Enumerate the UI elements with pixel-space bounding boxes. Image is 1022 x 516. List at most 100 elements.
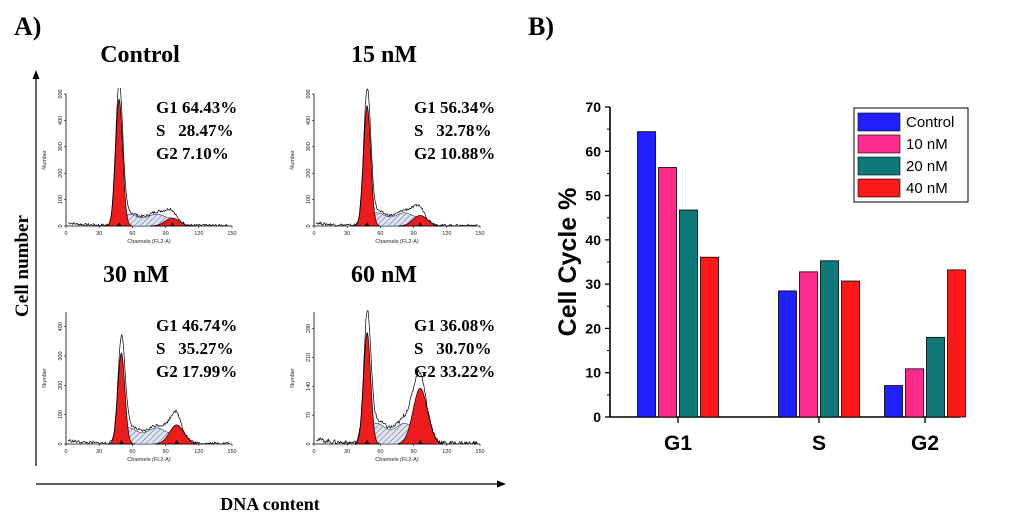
- panel-a-axes: [32, 70, 506, 488]
- histogram-peak-marker: [174, 440, 179, 444]
- bar-chart-y-label: Cell Cycle %: [554, 188, 582, 337]
- histogram-y-tick-label: 200: [58, 169, 64, 178]
- histogram-stats-30nm: G1 46.74% S 35.27% G2 17.99%: [156, 314, 237, 383]
- histogram-raw-outline: [316, 310, 478, 446]
- bar-chart-x-tick-label: G2: [911, 432, 939, 455]
- histogram-y-tick-label: 0: [306, 442, 312, 445]
- histogram-x-tick-label: 30: [344, 449, 350, 455]
- histogram-y-tick-label: 300: [58, 142, 64, 151]
- stat-s: S 28.47%: [156, 121, 234, 140]
- histogram-x-tick-label: 120: [194, 449, 203, 455]
- histogram-15nm: 0 30 60 90 120 150 0 100 200 300 400 500 Channels (F…: [290, 88, 485, 245]
- histogram-y-label: Number: [42, 368, 48, 388]
- histogram-y-label: Number: [290, 150, 296, 170]
- panel-a-x-axis-title: DNA content: [220, 494, 320, 514]
- bar-chart-y-tick-label: 0: [593, 409, 601, 425]
- histogram-x-tick-label: 150: [475, 231, 484, 237]
- histogram-x-label: Channels (FL2-A): [127, 457, 171, 463]
- histogram-g2-peak: [154, 424, 200, 445]
- histogram-stats-15nm: G1 56.34% S 32.78% G2 10.88%: [414, 96, 495, 165]
- histogram-y-tick-label: 400: [58, 116, 64, 125]
- bar-s-40-nm: [841, 280, 860, 418]
- histogram-x-tick-label: 150: [227, 449, 236, 455]
- histogram-x-tick-label: 90: [163, 231, 169, 237]
- histogram-x-tick-label: 60: [129, 231, 135, 237]
- histogram-y-tick-label: 0: [58, 224, 64, 227]
- bar-chart-x-tick-label: S: [812, 432, 826, 455]
- panel-a-y-axis-title: Cell number: [12, 215, 33, 317]
- histogram-peak-marker: [116, 222, 122, 226]
- histogram-stats-control: G1 64.43% S 28.47% G2 7.10%: [156, 96, 237, 165]
- histogram-peak-marker: [364, 440, 370, 444]
- histogram-x-tick-label: 120: [442, 231, 451, 237]
- bar-chart: 0 10 20 30 40 50 60 70 Cell Cycle % G1 S G2 Control 1…: [554, 99, 969, 455]
- histogram-x-tick-label: 60: [377, 231, 383, 237]
- bar-chart-x-tick-label: G1: [664, 432, 692, 455]
- histogram-y-tick-label: 400: [58, 322, 64, 331]
- histogram-x-tick-label: 90: [411, 449, 417, 455]
- histogram-y-tick-label: 500: [58, 89, 64, 98]
- bar-g2-10-nm: [905, 368, 924, 418]
- panel-b-label: B): [528, 12, 554, 41]
- histogram-30nm: 0 30 60 90 120 150 0 100 200 300 400 Channels (FL2-…: [42, 312, 237, 463]
- stat-g1: G1 64.43%: [156, 98, 238, 117]
- bar-g2-40-nm: [947, 269, 966, 418]
- histogram-60nm: 0 30 60 90 120 150 0 70 140 210 280 Channels (FL2-A…: [290, 310, 485, 463]
- histogram-y-tick-label: 200: [306, 169, 312, 178]
- histogram-y-tick-label: 100: [306, 195, 312, 204]
- bar-s-20-nm: [820, 260, 839, 418]
- histogram-y-tick-label: 210: [306, 353, 312, 362]
- bar-chart-y-tick-label: 30: [585, 276, 601, 292]
- stat-g2: G2 17.99%: [156, 362, 238, 381]
- histogram-x-tick-label: 30: [96, 449, 102, 455]
- histogram-title-30nm: 30 nM: [103, 262, 169, 288]
- histogram-x-label: Channels (FL2-A): [375, 239, 419, 245]
- histogram-x-tick-label: 90: [163, 449, 169, 455]
- bar-g1-control: [637, 131, 656, 418]
- histogram-x-tick-label: 30: [344, 231, 350, 237]
- legend-entry: 20 nM: [906, 158, 948, 175]
- histogram-x-tick-label: 90: [411, 231, 417, 237]
- histogram-raw-outline: [315, 88, 478, 227]
- bar-chart-y-tick-label: 50: [585, 188, 601, 204]
- histogram-y-tick-label: 100: [58, 410, 64, 419]
- stat-s: S 32.78%: [414, 121, 492, 140]
- histogram-y-label: Number: [290, 368, 296, 388]
- histogram-stats-60nm: G1 36.08% S 30.70% G2 33.22%: [414, 314, 495, 383]
- bar-g1-20-nm: [679, 209, 698, 418]
- histogram-y-tick-label: 280: [306, 324, 312, 333]
- legend-swatch: [857, 134, 901, 154]
- bar-g2-20-nm: [926, 336, 945, 418]
- histogram-x-tick-label: 150: [227, 231, 236, 237]
- panel-a-label: A): [14, 12, 42, 41]
- legend-swatch: [857, 178, 901, 198]
- legend-entry: 40 nM: [906, 180, 948, 197]
- histogram-raw-outline: [67, 334, 230, 445]
- histogram-x-tick-label: 0: [64, 231, 67, 237]
- stat-g1: G1 46.74%: [156, 316, 238, 335]
- histogram-peak-marker: [418, 222, 423, 226]
- histogram-peak-marker: [364, 222, 370, 226]
- histogram-y-tick-label: 400: [306, 116, 312, 125]
- stat-g1: G1 36.08%: [414, 316, 496, 335]
- histogram-y-tick-label: 100: [58, 195, 64, 204]
- stat-g2: G2 7.10%: [156, 144, 229, 163]
- histogram-y-tick-label: 300: [58, 351, 64, 360]
- histogram-g1-peak: [107, 352, 135, 445]
- histogram-y-tick-label: 70: [306, 412, 312, 418]
- histogram-x-label: Channels (FL2-A): [127, 239, 171, 245]
- histogram-y-tick-label: 500: [306, 89, 312, 98]
- bar-g1-40-nm: [700, 256, 719, 418]
- stat-g2: G2 10.88%: [414, 144, 496, 163]
- histogram-x-tick-label: 0: [312, 449, 315, 455]
- histogram-x-tick-label: 0: [64, 449, 67, 455]
- histogram-x-tick-label: 30: [96, 231, 102, 237]
- histogram-y-label: Number: [42, 150, 48, 170]
- bar-g2-control: [884, 385, 903, 418]
- stat-s: S 35.27%: [156, 339, 234, 358]
- stat-g2: G2 33.22%: [414, 362, 496, 381]
- legend-swatch: [857, 112, 901, 132]
- stat-g1: G1 56.34%: [414, 98, 496, 117]
- bar-chart-y-tick-label: 40: [585, 232, 601, 248]
- histogram-x-tick-label: 0: [312, 231, 315, 237]
